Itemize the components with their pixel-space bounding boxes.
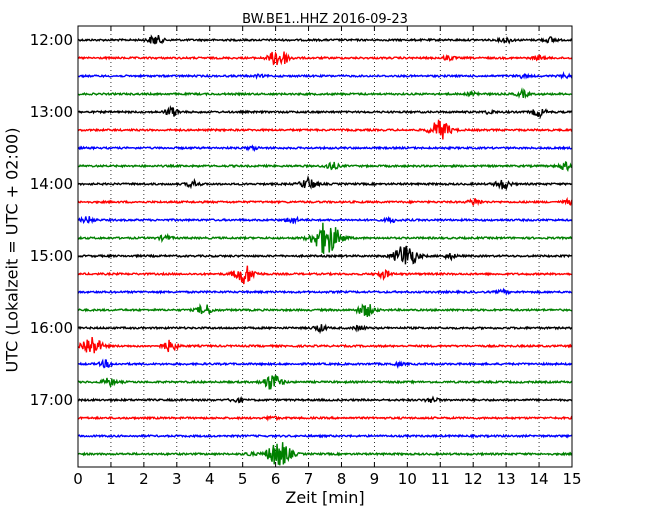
x-tick-label: 0 xyxy=(73,470,83,488)
trace-14:30 xyxy=(77,215,573,225)
x-tick-label: 5 xyxy=(238,470,248,488)
y-axis-label: UTC (Lokalzeit = UTC + 02:00) xyxy=(2,127,22,373)
trace-13:00 xyxy=(77,104,573,120)
y-tick-label: 14:00 xyxy=(30,175,73,193)
trace-16:00 xyxy=(77,323,573,335)
trace-17:30 xyxy=(77,433,573,439)
x-tick-label: 11 xyxy=(431,470,450,488)
axes-frame xyxy=(77,25,573,468)
y-tick-label: 17:00 xyxy=(30,391,73,409)
trace-15:00 xyxy=(77,245,573,265)
trace-16:15 xyxy=(77,336,573,354)
y-tick-label: 12:00 xyxy=(30,31,73,49)
y-tick-label: 15:00 xyxy=(30,247,73,265)
trace-13:45 xyxy=(77,161,573,172)
x-tick-label: 9 xyxy=(370,470,380,488)
x-tick-label: 12 xyxy=(464,470,483,488)
x-tick-label: 8 xyxy=(337,470,347,488)
x-tick-label: 3 xyxy=(172,470,182,488)
y-tick-label: 16:00 xyxy=(30,319,73,337)
x-axis-label: Zeit [min] xyxy=(285,488,365,507)
trace-12:30 xyxy=(77,71,573,80)
trace-15:30 xyxy=(77,287,573,296)
x-tick-label: 10 xyxy=(398,470,417,488)
trace-16:30 xyxy=(77,358,573,369)
trace-14:15 xyxy=(77,196,573,207)
x-tick-label: 7 xyxy=(304,470,314,488)
x-tick-label: 6 xyxy=(271,470,281,488)
trace-16:45 xyxy=(77,375,573,390)
trace-15:45 xyxy=(77,303,573,317)
x-tick-label: 1 xyxy=(106,470,116,488)
trace-17:15 xyxy=(77,414,573,422)
trace-17:45 xyxy=(77,442,573,466)
x-tick-label: 13 xyxy=(497,470,516,488)
trace-13:30 xyxy=(77,144,573,152)
trace-15:15 xyxy=(77,265,573,285)
trace-13:15 xyxy=(77,119,573,140)
x-tick-label: 4 xyxy=(205,470,215,488)
trace-12:45 xyxy=(77,87,573,100)
x-tick-label: 2 xyxy=(139,470,149,488)
chart-title: BW.BE1..HHZ 2016-09-23 xyxy=(242,12,408,27)
x-tick-label: 15 xyxy=(562,470,581,488)
trace-17:00 xyxy=(77,395,573,404)
y-tick-label: 13:00 xyxy=(30,103,73,121)
trace-12:00 xyxy=(77,34,573,45)
trace-12:15 xyxy=(77,51,573,66)
trace-14:00 xyxy=(77,174,573,192)
x-tick-label: 14 xyxy=(530,470,549,488)
trace-14:45 xyxy=(77,222,573,254)
